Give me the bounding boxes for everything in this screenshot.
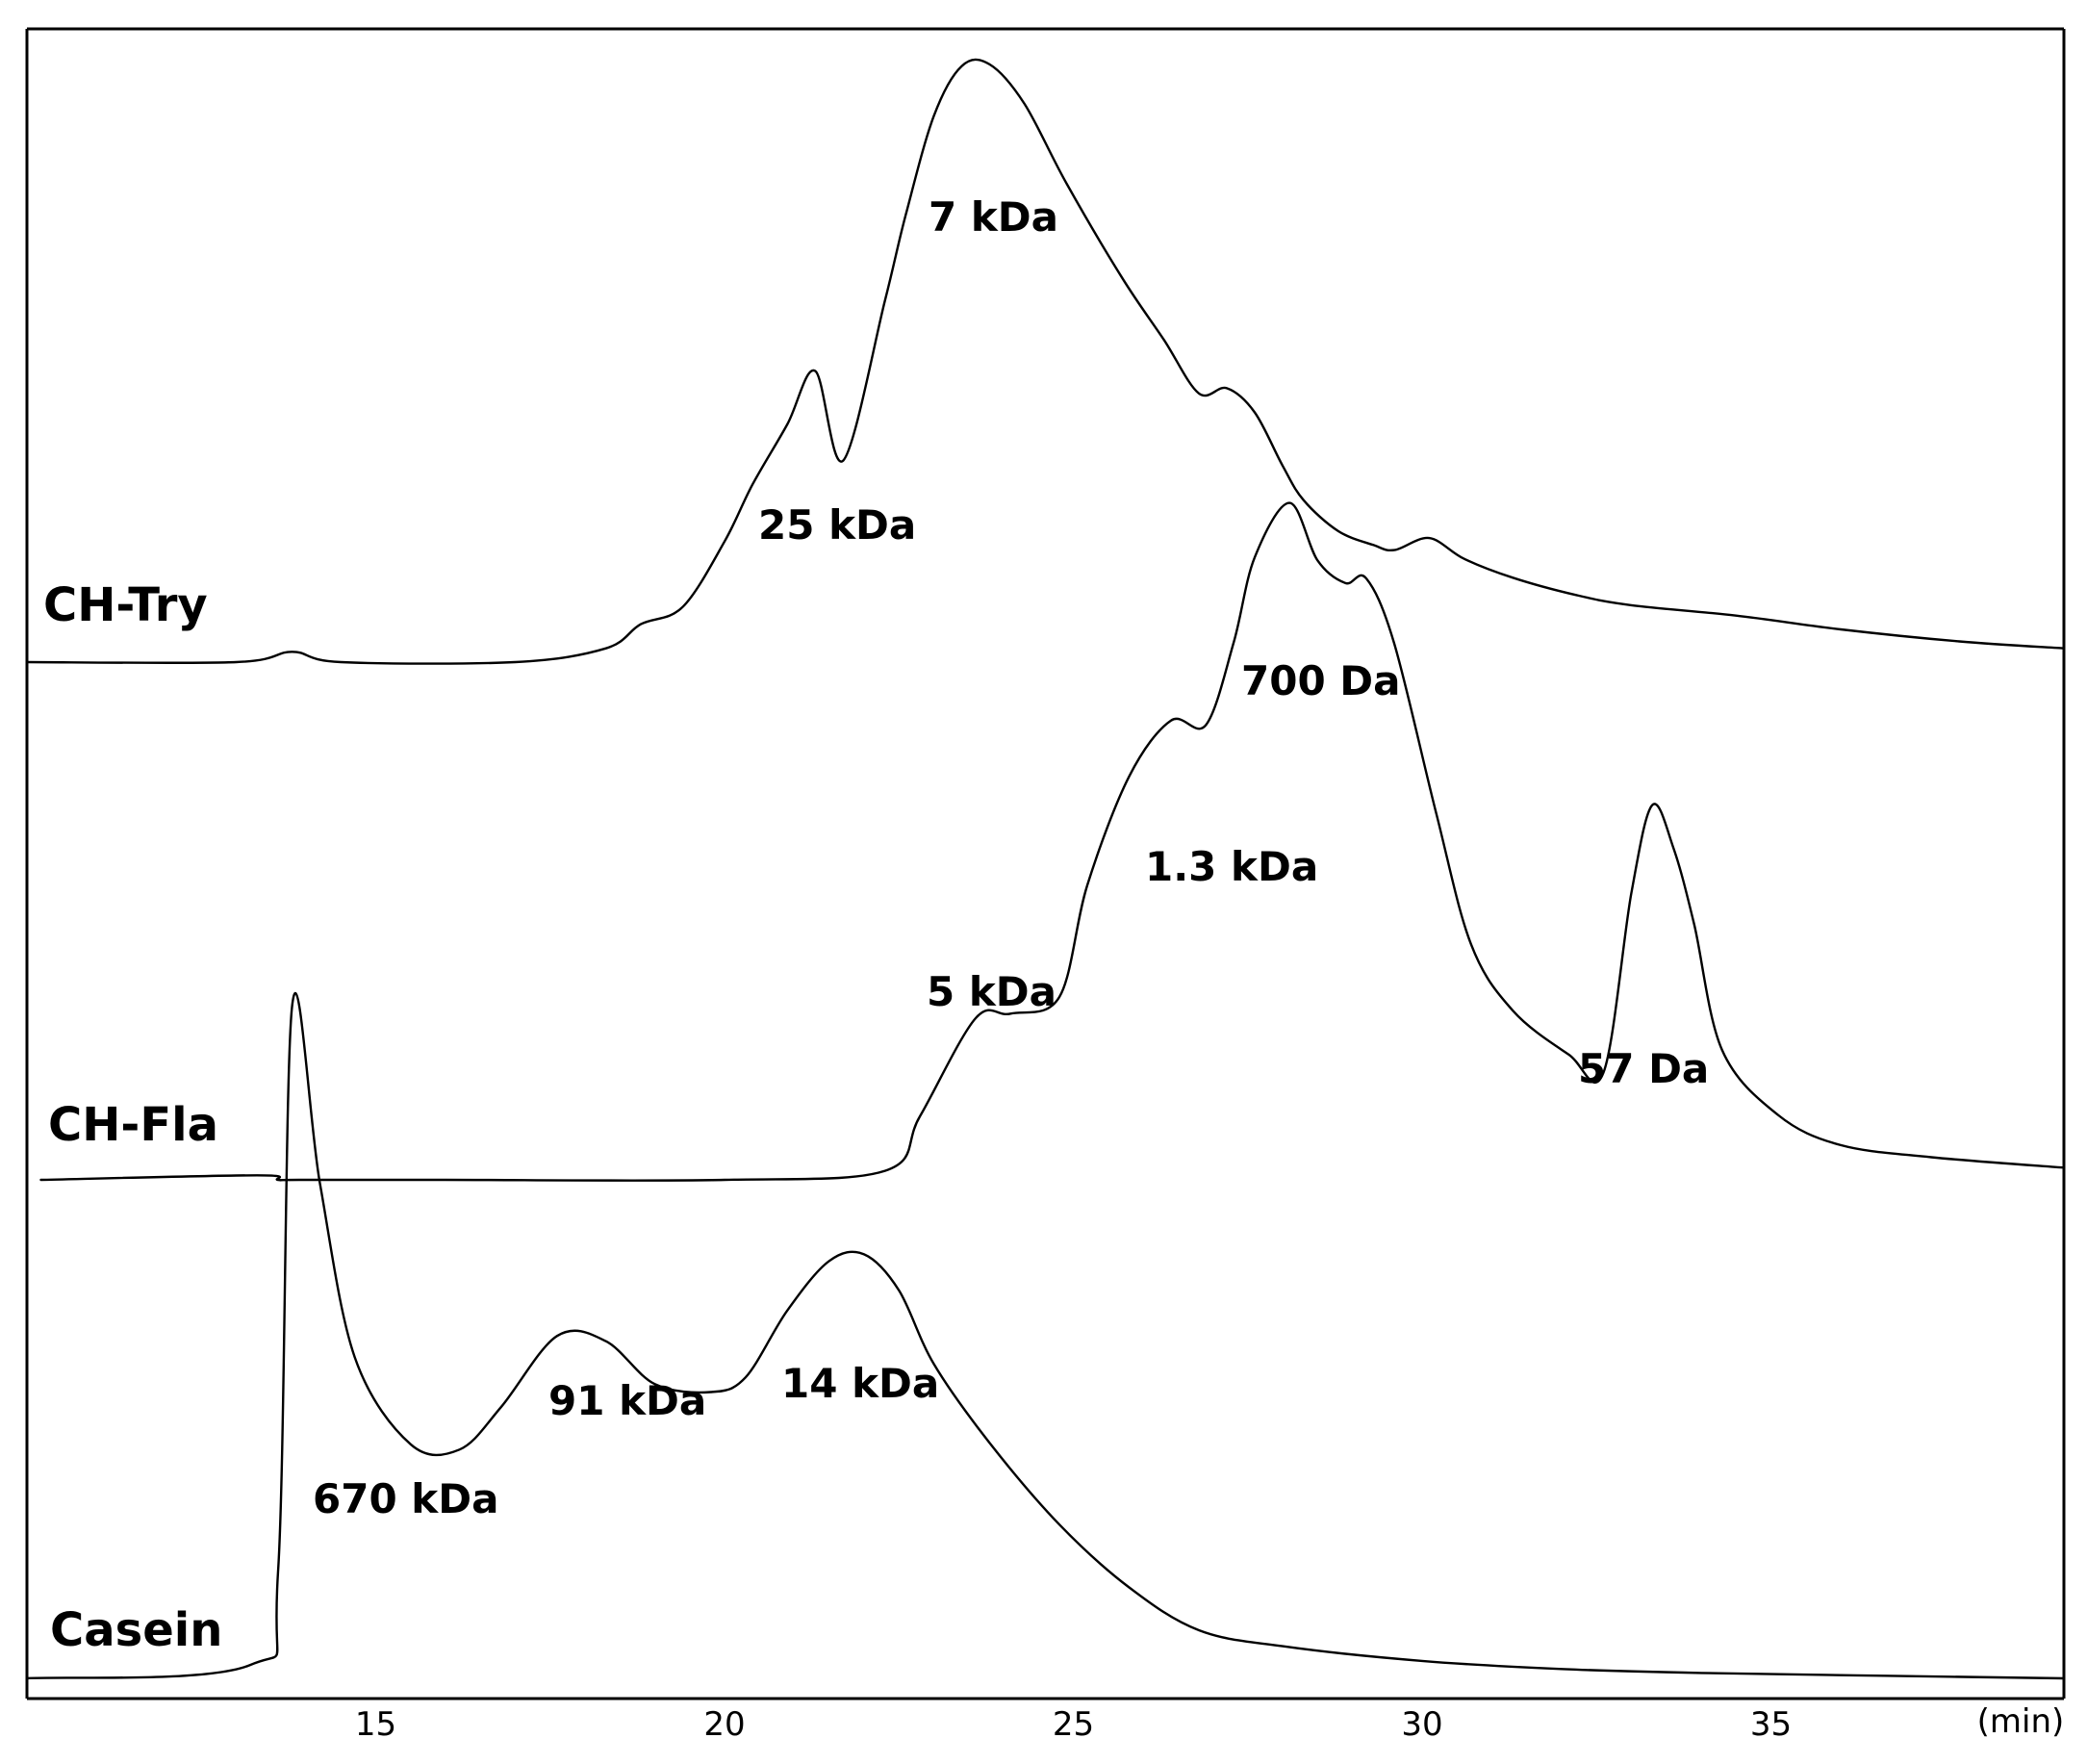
- x-tick-label: 30: [1401, 1705, 1442, 1744]
- x-axis-label: (min): [1977, 1702, 2065, 1741]
- series-line-ch-try: [25, 58, 2066, 665]
- series-labels: CH-Try CH-Fla Casein: [43, 578, 222, 1657]
- series-label-casein: Casein: [50, 1603, 222, 1657]
- series-line-ch-fla: [39, 501, 2066, 1182]
- x-tick-label: 15: [355, 1705, 396, 1744]
- peak-annotation: 700 Da: [1241, 657, 1401, 704]
- peak-annotations: 7 kDa 25 kDa 700 Da 1.3 kDa 5 kDa 57 Da 670 kD…: [313, 193, 1709, 1522]
- x-tick-label: 35: [1750, 1705, 1792, 1744]
- peak-annotation: 1.3 kDa: [1145, 843, 1318, 890]
- peak-annotation: 7 kDa: [929, 193, 1058, 241]
- peak-annotation: 57 Da: [1578, 1045, 1709, 1092]
- peak-annotation: 25 kDa: [758, 501, 916, 549]
- series-lines: [25, 58, 2066, 1680]
- series-label-ch-fla: CH-Fla: [48, 1098, 218, 1152]
- peak-annotation: 5 kDa: [927, 968, 1056, 1015]
- x-tick-label: 25: [1053, 1705, 1094, 1744]
- x-ticks: 15 20 25 30 35: [355, 1705, 1792, 1744]
- peak-annotation: 91 kDa: [548, 1377, 706, 1424]
- plot-frame: [25, 27, 2066, 1700]
- peak-annotation: 14 kDa: [781, 1360, 939, 1407]
- peak-annotation: 670 kDa: [313, 1475, 498, 1522]
- series-label-ch-try: CH-Try: [43, 578, 208, 632]
- series-line-casein: [25, 992, 2066, 1680]
- x-tick-label: 20: [703, 1705, 745, 1744]
